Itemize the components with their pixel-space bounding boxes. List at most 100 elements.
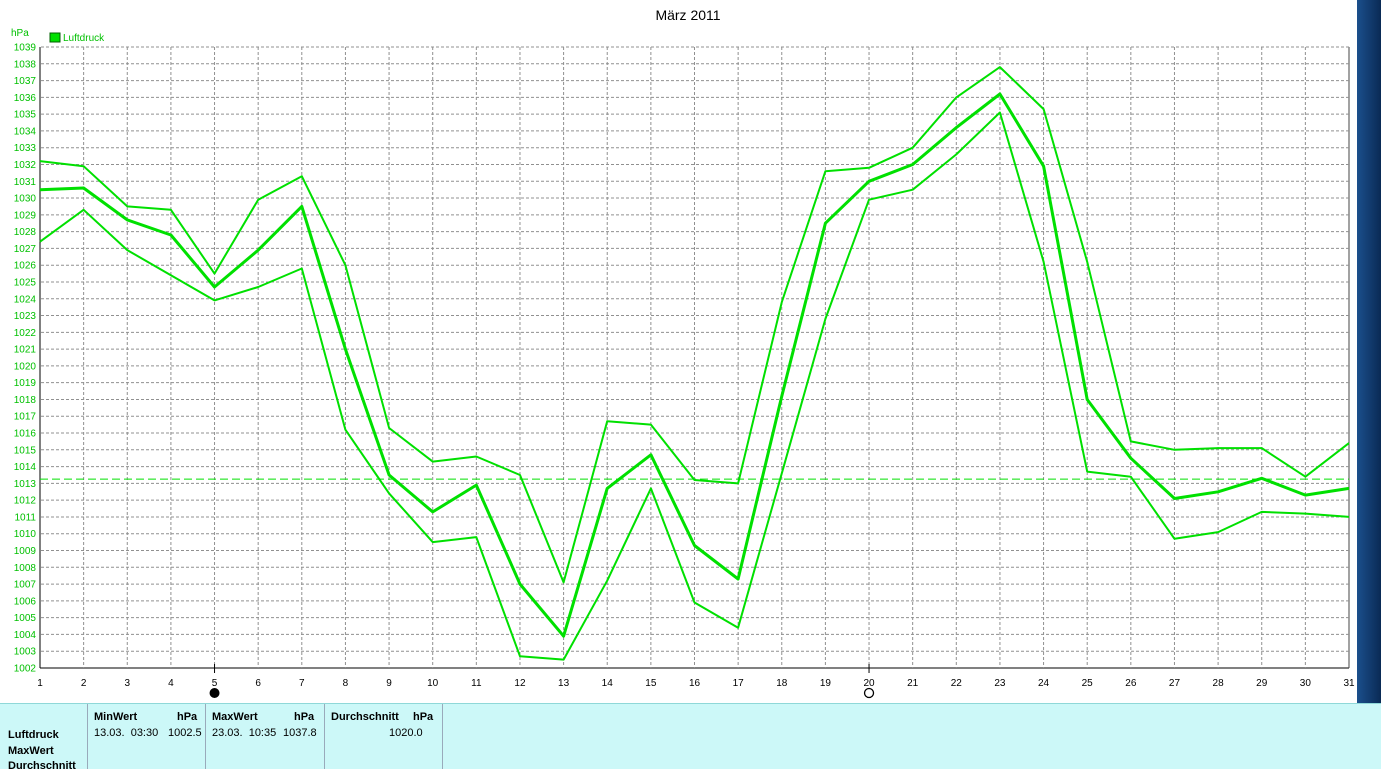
durchschnitt-column: Durchschnitt hPa 1020.0: [324, 704, 443, 769]
y-tick-label: 1013: [14, 479, 37, 490]
x-tick-label: 12: [514, 678, 526, 689]
y-tick-label: 1017: [14, 412, 37, 423]
window-edge: [1357, 0, 1381, 703]
y-tick-label: 1025: [14, 277, 37, 288]
durchschnitt-value: 1020.0: [389, 727, 423, 739]
x-tick-label: 15: [645, 678, 657, 689]
x-tick-label: 2: [81, 678, 87, 689]
x-tick-label: 9: [386, 678, 392, 689]
row-label-luftdruck: Luftdruck: [8, 729, 59, 741]
x-tick-label: 13: [558, 678, 570, 689]
row-label-durchschnitt: Durchschnitt: [8, 760, 76, 772]
y-tick-label: 1036: [14, 93, 37, 104]
maxwert-header: MaxWert: [212, 711, 258, 723]
durchschnitt-unit: hPa: [413, 711, 434, 723]
series-line-max: [39, 66, 1350, 584]
y-tick-label: 1024: [14, 294, 37, 305]
y-tick-label: 1004: [14, 630, 37, 641]
row-label-maxwert: MaxWert: [8, 744, 54, 757]
maxwert-value: 1037.8: [283, 727, 317, 739]
grid: [39, 46, 1350, 669]
x-tick-label: 8: [343, 678, 349, 689]
minwert-value: 1002.5: [168, 727, 202, 739]
x-tick-label: 17: [733, 678, 745, 689]
y-tick-label: 1018: [14, 395, 37, 406]
x-tick-label: 6: [255, 678, 261, 689]
x-tick-label: 31: [1343, 678, 1355, 689]
x-tick-label: 23: [994, 678, 1006, 689]
series-line-mean: [39, 92, 1350, 638]
x-tick-label: 11: [471, 678, 482, 689]
x-tick-label: 14: [602, 678, 614, 689]
x-tick-label: 24: [1038, 678, 1050, 689]
y-tick-label: 1023: [14, 311, 37, 322]
moon-markers: [209, 664, 875, 699]
x-tick-label: 30: [1300, 678, 1312, 689]
full-moon-icon: [863, 687, 875, 699]
x-axis: 1 2 3 4 5 6 7 8 9 10 11 12 13 14 15 16 17 18 19 20 21 22 23 24 2…: [37, 678, 1355, 689]
y-tick-label: 1037: [14, 76, 37, 87]
y-tick-label: 1011: [14, 512, 36, 523]
y-tick-label: 1014: [14, 462, 37, 473]
legend-label: Luftdruck: [63, 33, 105, 44]
y-tick-label: 1028: [14, 227, 37, 238]
x-tick-label: 19: [820, 678, 832, 689]
y-tick-label: 1010: [14, 529, 37, 540]
y-tick-label: 1021: [14, 345, 37, 356]
x-tick-label: 18: [776, 678, 788, 689]
minwert-unit: hPa: [177, 711, 198, 723]
y-tick-label: 1022: [14, 328, 37, 339]
y-tick-label: 1026: [14, 261, 37, 272]
y-tick-label: 1035: [14, 110, 37, 121]
y-tick-label: 1012: [14, 496, 37, 507]
new-moon-icon: [209, 688, 220, 698]
y-tick-label: 1007: [14, 580, 37, 591]
minwert-time: 13.03. 03:30: [94, 727, 159, 739]
maxwert-column: MaxWert hPa 23.03. 10:35 1037.8: [205, 704, 324, 769]
x-tick-label: 1: [37, 678, 43, 689]
y-axis: 1002 1003 1004 1005 1006 1007 1008 1009 1010 1011…: [14, 43, 37, 675]
x-tick-label: 10: [427, 678, 439, 689]
y-tick-label: 1029: [14, 210, 37, 221]
y-tick-label: 1008: [14, 563, 37, 574]
y-tick-label: 1030: [14, 194, 37, 205]
y-tick-label: 1005: [14, 613, 37, 624]
maxwert-time: 23.03. 10:35: [212, 727, 277, 739]
y-tick-label: 1031: [14, 177, 37, 188]
y-tick-label: 1016: [14, 429, 37, 440]
maxwert-unit: hPa: [294, 711, 315, 723]
x-tick-label: 26: [1125, 678, 1137, 689]
chart: März 2011 hPa Luftdruck 1002 1003 1004 1005…: [11, 7, 1355, 699]
x-tick-label: 5: [212, 678, 218, 689]
series-line-min: [39, 111, 1350, 661]
x-tick-label: 28: [1213, 678, 1225, 689]
x-tick-label: 29: [1256, 678, 1268, 689]
minwert-column: MinWert hPa 13.03. 03:30 1002.5: [87, 704, 205, 769]
y-tick-label: 1006: [14, 596, 37, 607]
y-tick-label: 1015: [14, 445, 37, 456]
y-tick-label: 1020: [14, 361, 37, 372]
x-tick-label: 22: [951, 678, 963, 689]
x-tick-label: 3: [124, 678, 130, 689]
y-tick-label: 1039: [14, 43, 37, 54]
legend-swatch: [49, 32, 61, 43]
x-tick-label: 20: [863, 678, 875, 689]
x-tick-label: 7: [299, 678, 305, 689]
y-tick-label: 1038: [14, 59, 37, 70]
y-tick-label: 1027: [14, 244, 37, 255]
x-tick-label: 25: [1082, 678, 1094, 689]
x-tick-label: 21: [907, 678, 919, 689]
y-tick-label: 1032: [14, 160, 37, 171]
minwert-header: MinWert: [94, 711, 138, 723]
stats-panel: Luftdruck MaxWert Durchschnitt MinWert h…: [0, 703, 1381, 772]
y-axis-unit: hPa: [11, 28, 29, 39]
series: [39, 66, 1350, 661]
y-tick-label: 1009: [14, 546, 37, 557]
y-tick-label: 1033: [14, 143, 37, 154]
y-tick-label: 1019: [14, 378, 37, 389]
chart-title: März 2011: [655, 7, 720, 23]
y-tick-label: 1003: [14, 647, 37, 658]
y-tick-label: 1034: [14, 126, 37, 137]
x-tick-label: 27: [1169, 678, 1181, 689]
x-tick-label: 16: [689, 678, 701, 689]
